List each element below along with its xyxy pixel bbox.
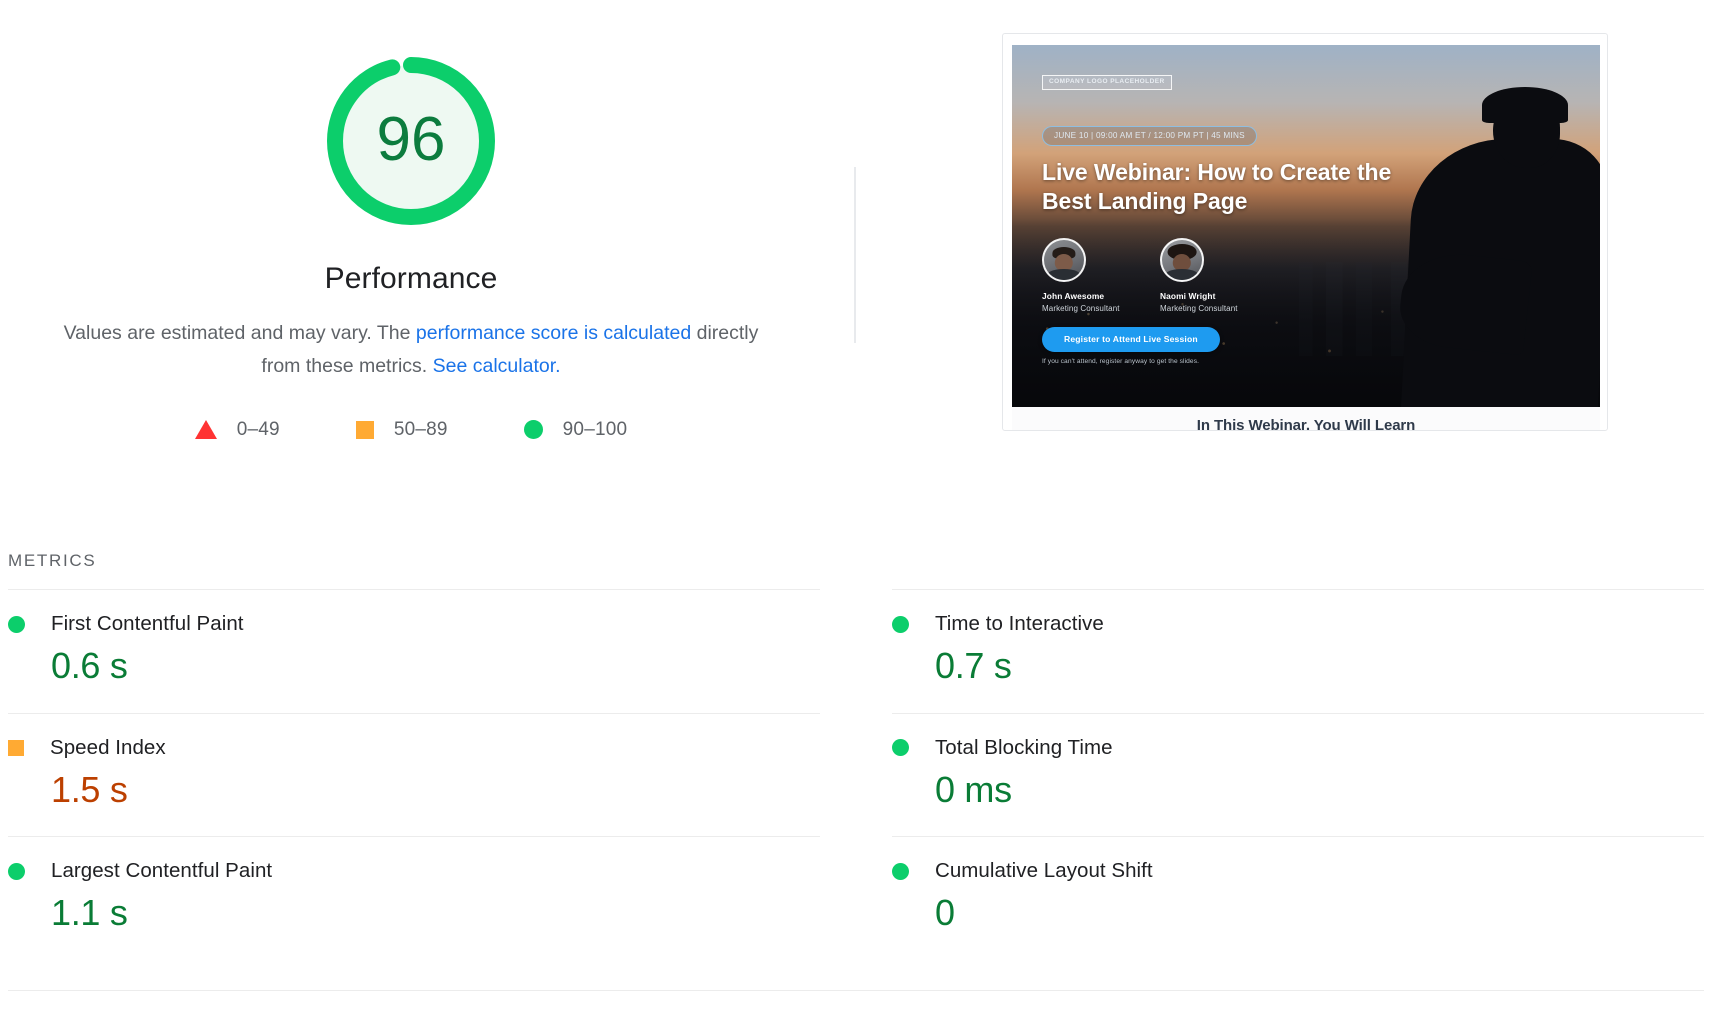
register-note: If you can't attend, register anyway to … xyxy=(1042,358,1200,365)
page-screenshot-inner: COMPANY LOGO PLACEHOLDER JUNE 10 | 09:00… xyxy=(1012,45,1600,430)
metric-label: Largest Contentful Paint xyxy=(51,859,273,883)
gauge-category-title: Performance xyxy=(324,262,498,295)
gauge-description: Values are estimated and may vary. The p… xyxy=(61,317,761,383)
metric-header: Total Blocking Time xyxy=(892,736,1704,760)
register-button[interactable]: Register to Attend Live Session xyxy=(1042,327,1220,352)
gauge-description-pre: Values are estimated and may vary. The xyxy=(63,322,416,344)
page-screenshot-hero: COMPANY LOGO PLACEHOLDER JUNE 10 | 09:00… xyxy=(1012,45,1600,407)
avatar-shoulders xyxy=(1164,268,1200,280)
metric-row[interactable]: Largest Contentful Paint 1.1 s xyxy=(8,836,820,933)
metric-label: Time to Interactive xyxy=(935,612,1104,635)
legend-label-fail: 0–49 xyxy=(236,418,280,440)
avatar xyxy=(1160,238,1204,282)
legend-label-average: 50–89 xyxy=(393,418,448,440)
metric-value: 0.6 s xyxy=(51,645,128,686)
metric-value: 0 ms xyxy=(935,768,1012,810)
avatar-face xyxy=(1172,253,1192,272)
gauge-score-value: 96 xyxy=(376,105,446,174)
circle-icon xyxy=(892,739,909,757)
metric-value: 0 xyxy=(935,892,955,934)
circle-icon xyxy=(892,862,909,880)
metric-header: First Contentful Paint xyxy=(8,612,820,636)
metrics-bottom-divider-right xyxy=(828,990,1704,991)
metrics-grid: First Contentful Paint 0.6 s Speed Index… xyxy=(0,589,1712,933)
triangle-icon xyxy=(194,420,217,439)
webinar-title: Live Webinar: How to Create the Best Lan… xyxy=(1042,159,1392,215)
metric-row[interactable]: Time to Interactive 0.7 s xyxy=(892,589,1704,713)
gauge-arc-svg xyxy=(327,57,495,225)
square-icon xyxy=(355,420,374,439)
metric-label: Total Blocking Time xyxy=(935,735,1113,759)
metric-value: 0.7 s xyxy=(935,645,1012,686)
score-legend: 0–49 50–89 90–100 xyxy=(194,418,628,441)
circle-icon xyxy=(8,615,25,633)
circle-icon xyxy=(8,862,25,880)
metric-row[interactable]: Speed Index 1.5 s xyxy=(8,712,820,837)
speaker-name: John Awesome xyxy=(1042,291,1105,301)
hero-content: COMPANY LOGO PLACEHOLDER JUNE 10 | 09:00… xyxy=(1012,45,1600,407)
performance-gauge[interactable]: 96 xyxy=(316,46,506,236)
gauge-description-mid: directly from these metrics. xyxy=(261,322,759,377)
circle-icon xyxy=(892,615,909,633)
see-calculator-link[interactable]: See calculator. xyxy=(432,354,561,377)
silhouette-cap xyxy=(1482,86,1568,123)
webinar-section-heading: In This Webinar, You Will Learn xyxy=(1012,407,1600,430)
performance-score-link[interactable]: performance score is calculated xyxy=(415,322,692,344)
avatar-shoulders xyxy=(1046,268,1082,280)
metric-header: Cumulative Layout Shift xyxy=(892,859,1704,883)
hero-person-silhouette xyxy=(1306,45,1600,407)
avatar xyxy=(1042,238,1086,282)
metric-label: First Contentful Paint xyxy=(51,612,244,635)
metric-row[interactable]: Total Blocking Time 0 ms xyxy=(892,712,1704,837)
company-logo-placeholder: COMPANY LOGO PLACEHOLDER xyxy=(1042,75,1172,90)
metric-label: Speed Index xyxy=(50,735,166,759)
metrics-column-left: First Contentful Paint 0.6 s Speed Index… xyxy=(0,589,856,933)
legend-item-average: 50–89 xyxy=(355,418,448,441)
page-screenshot-card[interactable]: COMPANY LOGO PLACEHOLDER JUNE 10 | 09:00… xyxy=(1002,33,1608,431)
score-summary-section: 96 Performance Values are estimated and … xyxy=(0,0,1712,480)
square-icon xyxy=(8,739,24,756)
metrics-bottom-divider-left xyxy=(8,990,828,991)
metric-row[interactable]: First Contentful Paint 0.6 s xyxy=(8,589,820,713)
section-vertical-divider xyxy=(854,167,856,343)
legend-item-fail: 0–49 xyxy=(194,418,280,441)
metric-label: Cumulative Layout Shift xyxy=(935,859,1153,883)
metrics-column-right: Time to Interactive 0.7 s Total Blocking… xyxy=(856,589,1712,933)
speaker-name: Naomi Wright xyxy=(1160,291,1216,301)
metrics-heading: METRICS xyxy=(8,551,97,570)
metric-header: Largest Contentful Paint xyxy=(8,859,820,883)
metric-value: 1.5 s xyxy=(51,768,128,810)
metric-header: Speed Index xyxy=(8,736,820,760)
metric-header: Time to Interactive xyxy=(892,612,1704,636)
webinar-date-badge: JUNE 10 | 09:00 AM ET / 12:00 PM PT | 45… xyxy=(1042,126,1257,147)
speaker-role: Marketing Consultant xyxy=(1042,304,1120,313)
speaker-item: Naomi Wright Marketing Consultant xyxy=(1160,238,1278,313)
metric-row[interactable]: Cumulative Layout Shift 0 xyxy=(892,836,1704,933)
speakers-list: John Awesome Marketing Consultant Naomi … xyxy=(1042,238,1278,313)
gauge-track-fill xyxy=(335,65,487,217)
legend-item-pass: 90–100 xyxy=(523,418,628,441)
performance-gauge-column: 96 Performance Values are estimated and … xyxy=(0,0,822,480)
legend-label-pass: 90–100 xyxy=(562,418,628,440)
avatar-face xyxy=(1054,253,1074,272)
gauge-arc xyxy=(327,57,495,225)
circle-icon xyxy=(523,420,543,439)
metric-value: 1.1 s xyxy=(51,892,128,934)
speaker-role: Marketing Consultant xyxy=(1160,304,1238,313)
speaker-item: John Awesome Marketing Consultant xyxy=(1042,238,1160,313)
